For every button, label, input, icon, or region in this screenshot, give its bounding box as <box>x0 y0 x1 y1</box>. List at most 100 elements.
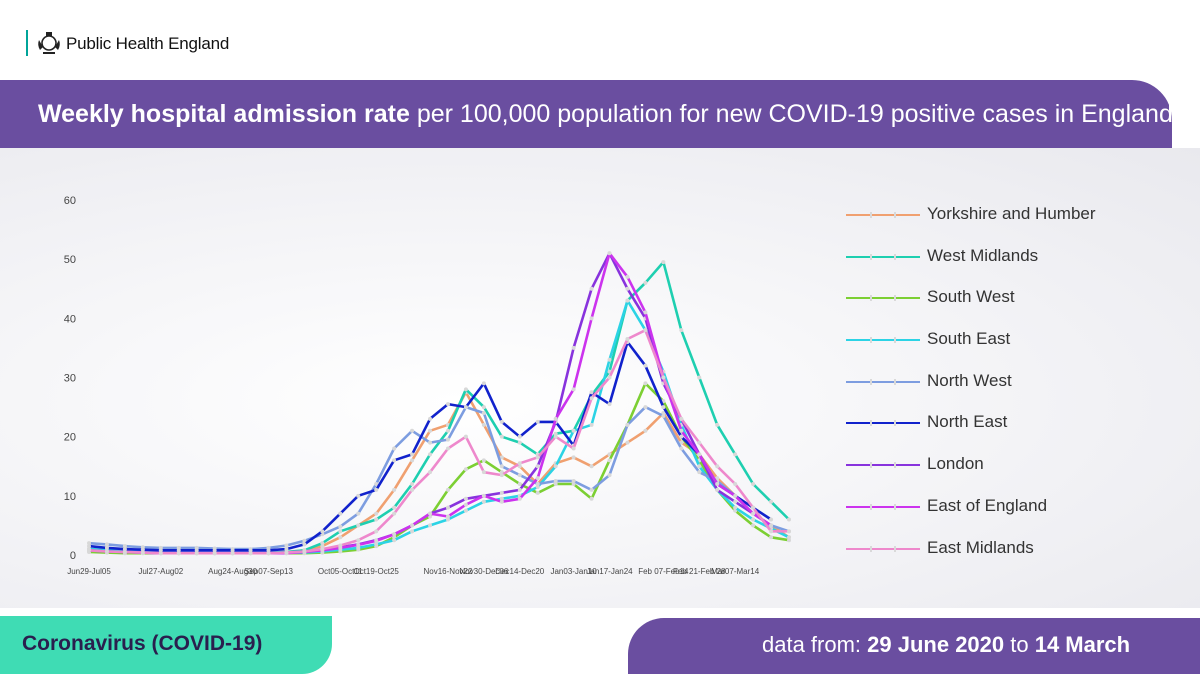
data-point-north-east <box>445 402 450 407</box>
data-point-east-of-england <box>679 428 684 433</box>
legend-label: London <box>927 454 984 474</box>
legend-item-south-east: South East <box>846 325 1176 367</box>
series-line-london <box>87 252 773 555</box>
data-point-east-midlands <box>517 461 522 466</box>
y-tick-label: 30 <box>64 373 76 385</box>
data-point-north-west <box>302 538 307 543</box>
data-point-yorkshire-and-humber <box>481 422 486 427</box>
data-point-west-midlands <box>733 452 738 457</box>
x-tick-label: Nov16-Nov22 <box>424 567 473 576</box>
series-line-east-midlands <box>87 328 791 555</box>
data-point-north-west <box>679 446 684 451</box>
data-point-east-midlands <box>122 550 127 555</box>
data-point-london <box>625 286 630 291</box>
data-point-east-midlands <box>769 529 774 534</box>
data-point-south-east <box>374 542 379 547</box>
data-point-west-midlands <box>679 328 684 333</box>
data-point-north-east <box>607 402 612 407</box>
legend-swatch <box>846 378 920 385</box>
data-point-yorkshire-and-humber <box>374 511 379 516</box>
series-line-east-of-england <box>87 252 773 555</box>
data-point-west-midlands <box>517 440 522 445</box>
data-point-north-west <box>661 413 666 418</box>
data-point-yorkshire-and-humber <box>661 411 666 415</box>
legend-label: East of England <box>927 495 1048 515</box>
data-point-east-midlands <box>499 473 504 478</box>
data-point-north-east <box>212 548 217 553</box>
data-point-north-west <box>589 487 594 492</box>
data-point-south-east <box>356 545 361 550</box>
data-point-london <box>445 505 450 510</box>
x-tick-label: Jul27-Aug02 <box>138 567 183 576</box>
data-point-north-west <box>697 470 702 475</box>
data-point-north-west <box>643 405 648 410</box>
data-point-south-east <box>625 298 630 303</box>
legend-swatch <box>846 503 920 510</box>
data-point-north-east <box>535 419 540 424</box>
data-point-east-midlands <box>571 446 576 451</box>
data-point-london <box>571 345 576 350</box>
chart-title-bold: Weekly hospital admission rate <box>38 100 410 128</box>
data-point-west-midlands <box>715 422 720 427</box>
legend-label: East Midlands <box>927 537 1034 557</box>
data-point-north-east <box>248 548 253 553</box>
data-point-south-west <box>445 487 450 492</box>
data-point-london <box>733 499 738 504</box>
data-point-east-midlands <box>463 434 468 439</box>
data-point-east-midlands <box>302 549 307 554</box>
data-point-north-west <box>499 464 504 469</box>
data-point-south-west <box>751 523 756 528</box>
data-point-east-midlands <box>356 538 361 543</box>
data-point-north-west <box>122 544 127 549</box>
data-point-east-midlands <box>266 551 271 556</box>
data-point-north-east <box>643 363 648 368</box>
data-point-north-east <box>769 517 774 522</box>
data-point-east-of-england <box>356 542 361 547</box>
footer-date-from: 29 June 2020 <box>867 632 1005 657</box>
data-point-east-of-england <box>481 493 486 498</box>
x-tick-label: Feb 07-Feb14 <box>638 567 689 576</box>
y-tick-label: 50 <box>64 254 76 266</box>
chart-title-rest: per 100,000 population for new COVID-19 … <box>409 100 1173 128</box>
data-point-north-west <box>625 422 630 427</box>
data-point-yorkshire-and-humber <box>571 455 576 460</box>
x-tick-label: Dec14-Dec20 <box>495 567 544 576</box>
legend-label: West Midlands <box>927 245 1039 265</box>
data-point-south-west <box>517 482 522 486</box>
x-tick-label: Jan03-Jan10 <box>550 567 597 576</box>
data-point-south-west <box>481 458 486 463</box>
x-tick-label: Oct19-Oct25 <box>353 567 399 576</box>
series-line-north-east <box>87 340 773 552</box>
data-point-yorkshire-and-humber <box>338 535 343 540</box>
data-point-east-midlands <box>194 551 199 556</box>
data-point-east-of-england <box>428 511 433 516</box>
data-point-north-west <box>104 542 109 547</box>
data-point-london <box>589 286 594 291</box>
data-point-north-east <box>140 547 145 552</box>
data-point-yorkshire-and-humber <box>679 440 684 445</box>
data-point-north-east <box>410 452 415 457</box>
x-tick-label: Feb 21-Feb 28 <box>673 567 726 576</box>
y-tick-label: 20 <box>64 432 76 444</box>
footer-date-range: data from: 29 June 2020 to 14 March <box>762 632 1130 658</box>
data-point-south-east <box>445 517 450 522</box>
legend-item-yorkshire-and-humber: Yorkshire and Humber <box>846 200 1176 242</box>
data-point-west-midlands <box>661 260 666 265</box>
data-point-north-east <box>158 548 163 553</box>
legend-item-north-west: North West <box>846 367 1176 409</box>
data-point-east-midlands <box>625 337 630 342</box>
data-point-east-midlands <box>733 482 738 486</box>
footer-left-band <box>0 616 332 674</box>
data-point-south-west <box>553 482 558 486</box>
data-point-east-of-england <box>643 310 648 315</box>
legend-item-south-west: South West <box>846 283 1176 325</box>
data-point-east-midlands <box>607 375 612 380</box>
data-point-east-midlands <box>140 550 145 555</box>
data-point-yorkshire-and-humber <box>643 428 648 433</box>
brand-bar <box>26 30 28 56</box>
legend-label: South East <box>927 329 1011 349</box>
data-point-south-east <box>733 505 738 510</box>
data-point-north-east <box>230 548 235 553</box>
data-point-east-of-england <box>553 416 558 421</box>
legend-swatch <box>846 295 920 302</box>
